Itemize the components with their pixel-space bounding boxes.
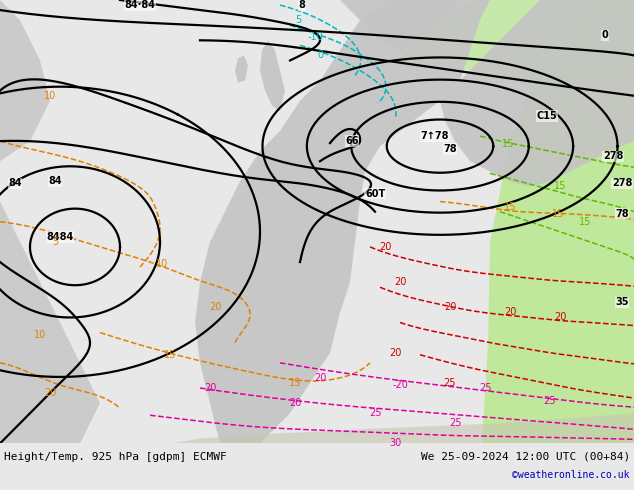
Text: 78: 78: [615, 209, 629, 219]
Text: 15: 15: [502, 139, 514, 149]
Polygon shape: [0, 201, 100, 443]
Polygon shape: [170, 413, 634, 443]
Text: 84·84: 84·84: [124, 0, 155, 10]
Text: 7↑78: 7↑78: [421, 131, 450, 141]
Text: 25: 25: [544, 396, 556, 406]
Text: 20: 20: [314, 373, 326, 383]
Text: 10: 10: [156, 259, 168, 269]
Text: 84: 84: [8, 178, 22, 189]
Text: 20: 20: [504, 307, 516, 318]
Polygon shape: [340, 0, 460, 50]
Text: 84: 84: [48, 176, 61, 186]
Text: 20: 20: [204, 383, 216, 393]
Text: 20: 20: [289, 398, 301, 408]
Text: -20: -20: [392, 380, 408, 390]
Text: 20: 20: [209, 302, 221, 313]
Text: 35: 35: [615, 297, 629, 307]
Text: 15: 15: [164, 350, 176, 360]
Text: 20: 20: [444, 302, 456, 313]
Text: 5: 5: [52, 237, 58, 247]
Text: Height/Temp. 925 hPa [gdpm] ECMWF: Height/Temp. 925 hPa [gdpm] ECMWF: [4, 452, 227, 462]
Text: 25: 25: [369, 408, 381, 418]
Text: 5: 5: [295, 15, 301, 25]
Polygon shape: [260, 40, 285, 111]
Text: 15: 15: [554, 181, 566, 192]
Text: 20: 20: [554, 313, 566, 322]
Text: 60T: 60T: [365, 189, 385, 198]
Polygon shape: [480, 0, 634, 443]
Text: We 25-09-2024 12:00 UTC (00+84): We 25-09-2024 12:00 UTC (00+84): [421, 452, 630, 462]
Text: 15: 15: [552, 209, 564, 219]
Text: 10: 10: [44, 91, 56, 101]
Text: 0: 0: [317, 50, 323, 60]
Polygon shape: [440, 0, 634, 187]
Text: 66: 66: [346, 136, 359, 146]
Text: -10: -10: [307, 32, 323, 42]
Text: 25: 25: [449, 418, 462, 428]
Polygon shape: [235, 55, 248, 83]
Text: ©weatheronline.co.uk: ©weatheronline.co.uk: [512, 470, 630, 480]
Text: 0: 0: [602, 30, 609, 40]
Text: 30: 30: [389, 439, 401, 448]
Text: 20: 20: [44, 388, 56, 398]
Text: 15: 15: [504, 201, 516, 212]
Polygon shape: [400, 0, 634, 91]
Text: 78: 78: [443, 144, 457, 154]
Text: 8: 8: [299, 0, 306, 10]
Text: 278: 278: [603, 151, 623, 161]
Text: C15: C15: [536, 111, 557, 121]
Text: 8484: 8484: [46, 232, 74, 242]
Text: 20: 20: [389, 348, 401, 358]
Polygon shape: [195, 0, 490, 443]
Polygon shape: [0, 0, 50, 161]
Text: 25: 25: [479, 383, 491, 393]
Text: 10: 10: [34, 330, 46, 340]
Text: 25: 25: [444, 378, 456, 388]
Text: 15: 15: [579, 217, 591, 227]
Text: 15: 15: [289, 378, 301, 388]
Text: 20: 20: [394, 277, 406, 287]
Text: 20: 20: [378, 242, 391, 252]
Text: 278: 278: [612, 178, 632, 189]
